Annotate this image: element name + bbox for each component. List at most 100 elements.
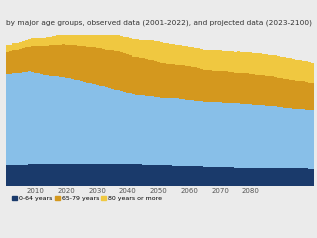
Bar [145,59,148,96]
Bar [234,73,237,103]
Bar [95,85,99,164]
Bar [212,102,216,167]
Bar [102,86,105,164]
Bar [234,103,237,168]
Bar [200,166,203,186]
Bar [277,56,280,78]
Bar [283,108,286,168]
Bar [120,52,123,91]
Bar [280,78,283,107]
Bar [89,47,93,83]
Bar [148,60,151,96]
Bar [212,167,216,186]
Bar [77,164,80,186]
Bar [40,46,43,74]
Bar [80,81,83,164]
Bar [280,107,283,168]
Bar [49,45,53,76]
Bar [163,98,166,165]
Bar [117,35,120,51]
Bar [252,74,256,104]
Bar [65,78,68,164]
Bar [194,101,197,166]
Bar [268,55,271,76]
Bar [225,167,228,186]
Bar [83,35,86,46]
Bar [243,168,246,186]
Bar [74,35,77,45]
Bar [108,164,111,186]
Bar [139,95,142,164]
Bar [105,164,108,186]
Bar [163,43,166,63]
Bar [71,79,74,164]
Bar [55,45,59,76]
Bar [83,46,86,82]
Bar [206,70,209,102]
Bar [188,46,191,66]
Bar [120,36,123,52]
Bar [311,63,314,83]
Bar [74,164,77,186]
Bar [19,73,22,164]
Bar [216,71,218,102]
Bar [231,51,234,72]
Bar [37,38,40,46]
Bar [59,77,62,164]
Bar [246,73,249,104]
Bar [200,69,203,101]
Bar [145,40,148,59]
Bar [55,35,59,45]
Bar [271,168,274,186]
Bar [301,168,305,186]
Bar [16,164,19,186]
Bar [108,35,111,50]
Bar [95,48,99,85]
Bar [305,61,308,82]
Bar [222,103,225,167]
Bar [71,35,74,45]
Bar [154,41,157,61]
Bar [28,46,31,71]
Bar [83,164,86,186]
Bar [243,73,246,104]
Bar [301,81,305,109]
Bar [157,165,160,186]
Bar [311,83,314,110]
Bar [203,102,206,167]
Bar [22,72,25,164]
Bar [169,44,172,64]
Bar [160,165,163,186]
Bar [126,54,129,93]
Bar [62,35,65,44]
Bar [111,89,114,164]
Bar [299,81,301,109]
Bar [292,168,295,186]
Bar [129,164,133,186]
Bar [249,104,252,168]
Bar [151,96,154,164]
Bar [169,165,172,186]
Bar [154,97,157,165]
Bar [206,102,209,167]
Bar [157,41,160,62]
Bar [105,50,108,87]
Bar [295,168,299,186]
Bar [185,46,188,66]
Bar [46,164,49,186]
Bar [258,168,262,186]
Bar [99,86,102,164]
Bar [77,46,80,80]
Bar [283,168,286,186]
Bar [231,167,234,186]
Bar [240,73,243,104]
Bar [40,38,43,46]
Bar [93,84,95,164]
Bar [111,50,114,89]
Bar [74,79,77,164]
Bar [256,168,258,186]
Bar [86,83,89,164]
Bar [289,80,292,108]
Bar [37,73,40,164]
Bar [154,61,157,97]
